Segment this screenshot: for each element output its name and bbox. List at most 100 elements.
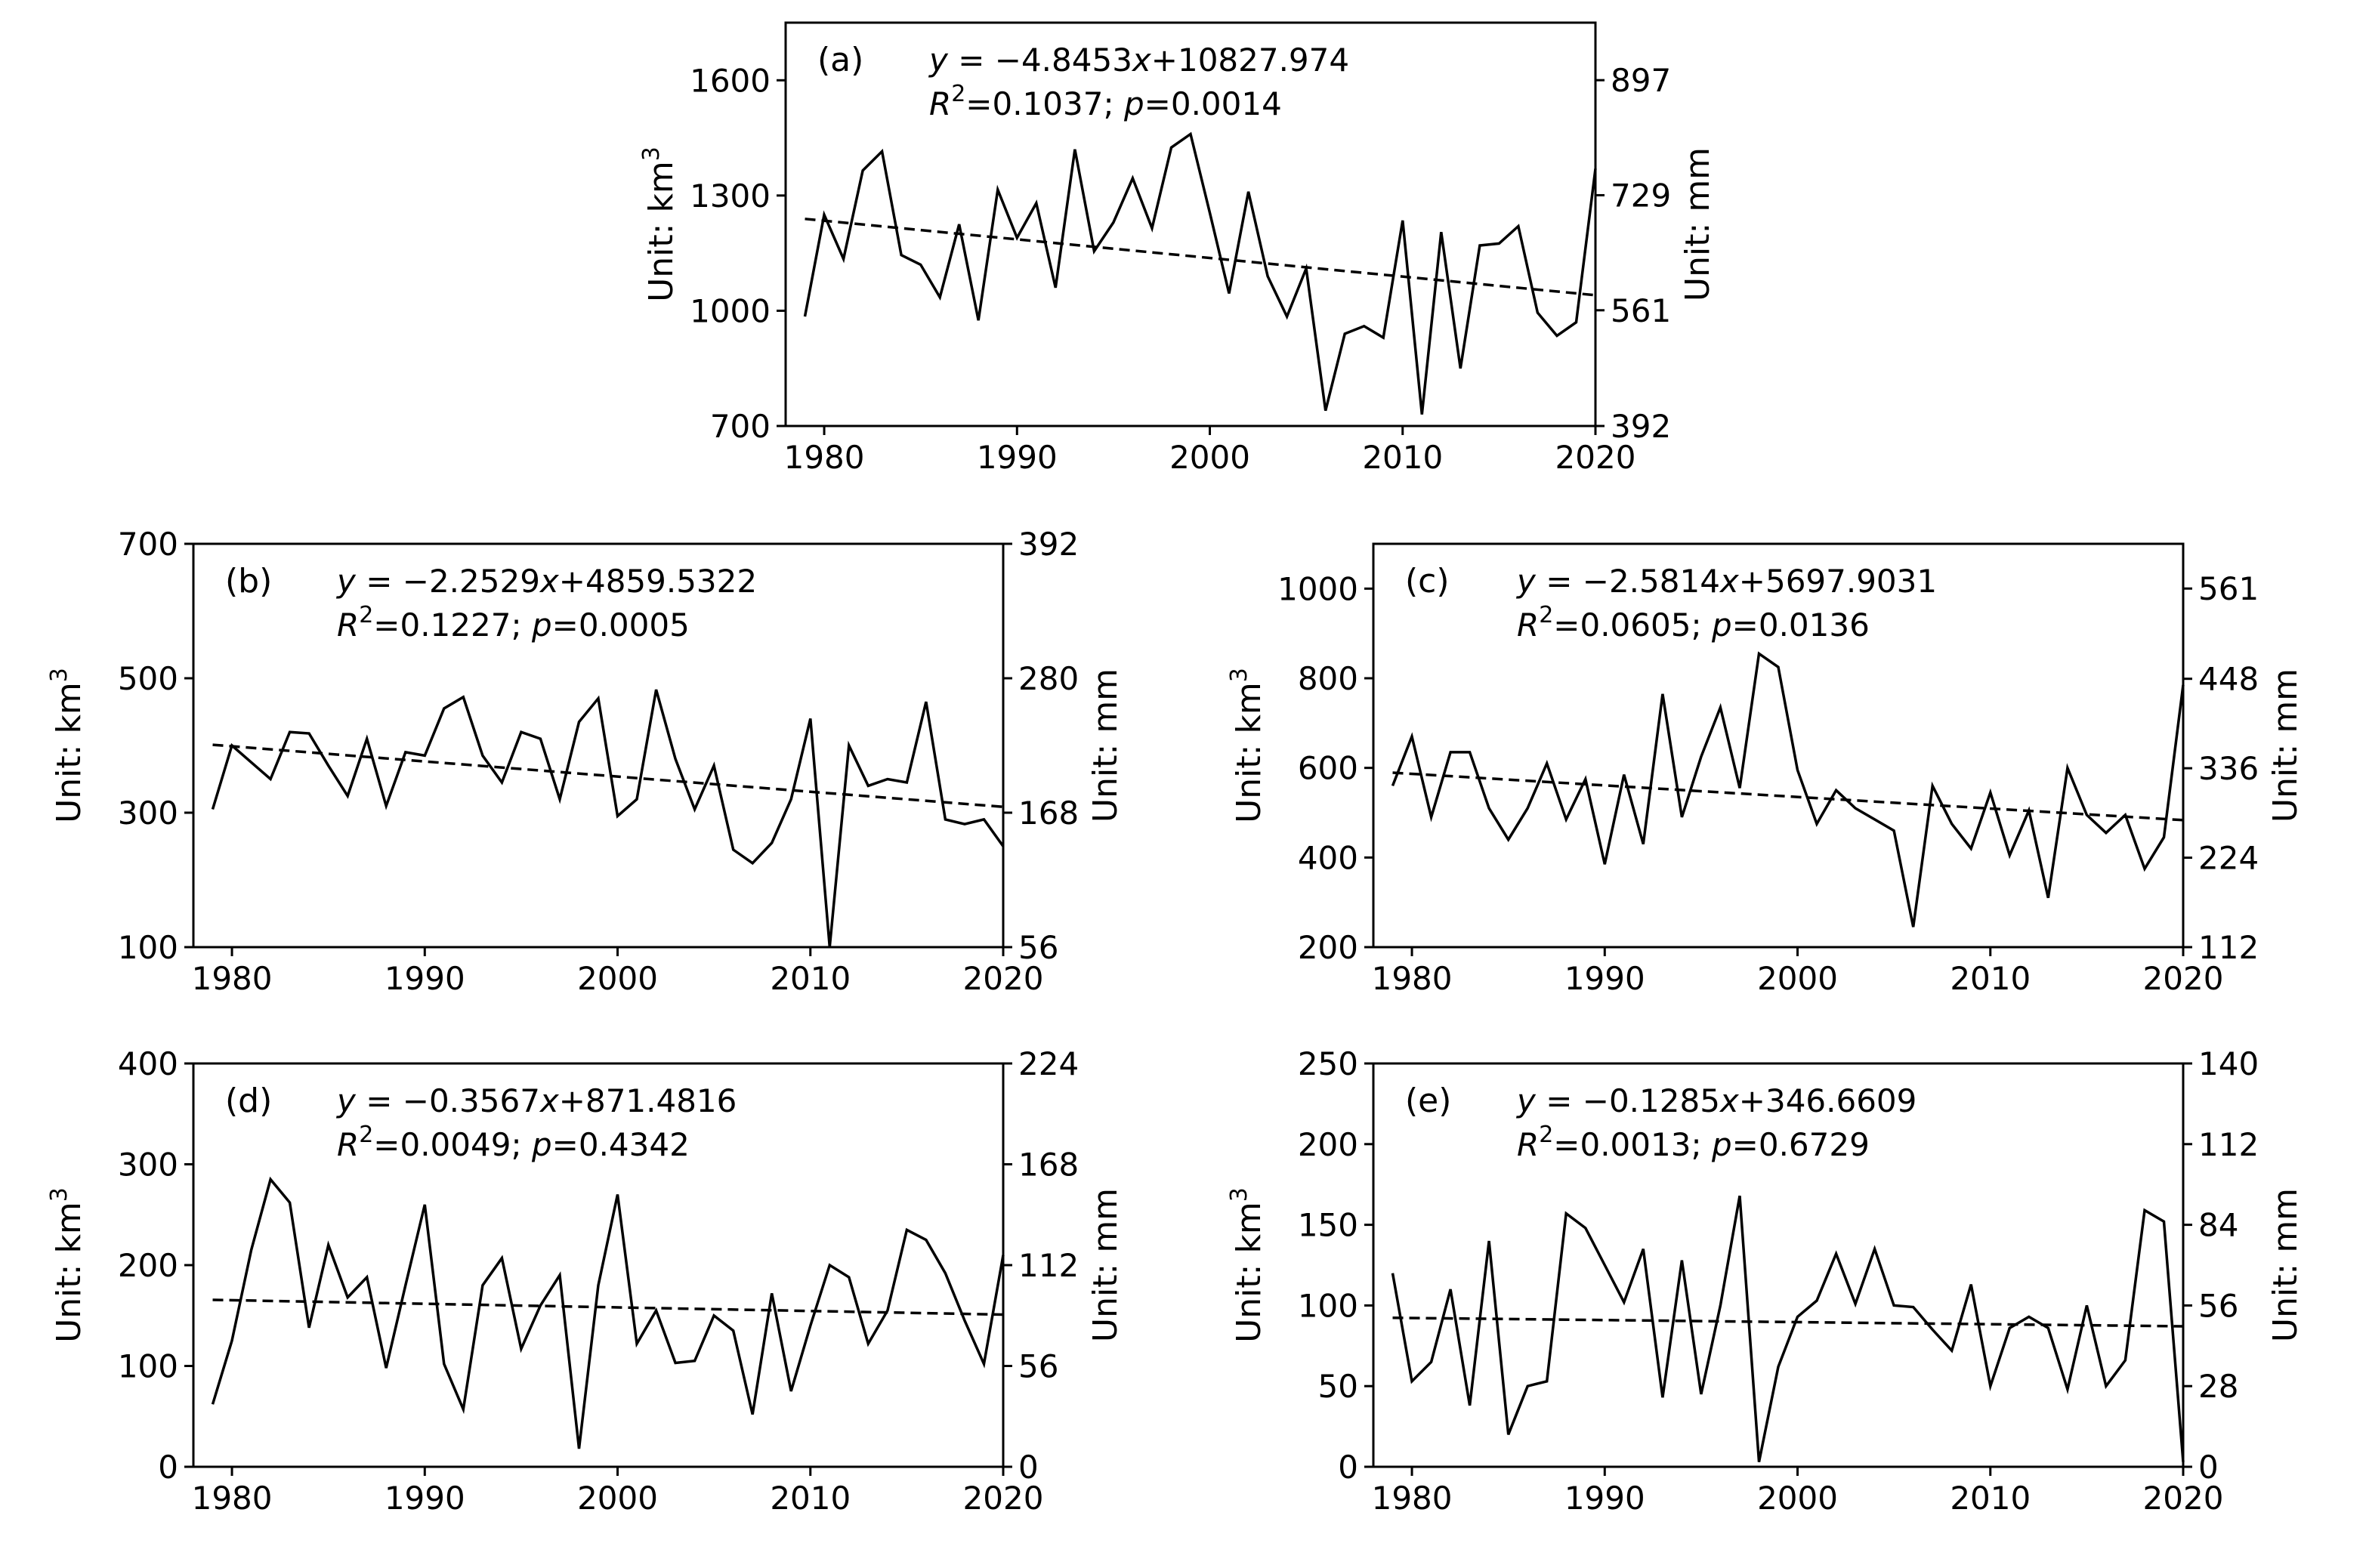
eq-intercept: +10827.974 — [1151, 42, 1349, 79]
eq-x: x — [1719, 1082, 1740, 1119]
y-axis-label-superscript: 3 — [638, 147, 665, 161]
y2-tick-label: 56 — [1018, 1348, 1058, 1385]
eq-slope: −4.8453 — [995, 42, 1132, 79]
x-tick-label: 1990 — [977, 439, 1058, 476]
eq-equals: = — [1536, 1082, 1583, 1119]
y-tick-label: 300 — [118, 795, 178, 832]
plot-frame — [1372, 1062, 2185, 1468]
panel-label: (b) — [225, 562, 272, 600]
y2-tick-label: 392 — [1611, 408, 1671, 445]
x-tick-label: 1990 — [385, 960, 465, 997]
x-tick-label: 2020 — [2143, 1480, 2224, 1517]
eq-y: y — [1515, 563, 1537, 600]
eq-y: y — [1515, 1082, 1537, 1119]
x-tick-label: 2020 — [963, 960, 1044, 997]
regression-stats: R2=0.0013; p=0.6729 — [1517, 1122, 1870, 1163]
regression-stats: R2=0.0049; p=0.4342 — [337, 1122, 690, 1163]
x-tick-label: 2010 — [770, 1480, 851, 1517]
y2-tick-label: 224 — [1018, 1045, 1079, 1082]
eq-r-sup: 2 — [1539, 602, 1553, 628]
y-axis-label: Unit: km3 — [46, 1187, 88, 1343]
y-tick-label: 150 — [1298, 1207, 1358, 1244]
y-tick-label: 400 — [1298, 839, 1358, 876]
regression-equation: y = −2.5814x+5697.9031 — [1515, 563, 1937, 600]
eq-p-eq: = — [1732, 607, 1759, 644]
x-tick-label: 1980 — [1372, 1480, 1453, 1517]
eq-x: x — [539, 563, 560, 600]
y2-tick-label: 112 — [2198, 1126, 2259, 1163]
eq-intercept: +346.6609 — [1739, 1082, 1917, 1119]
eq-p-value: 0.0014 — [1171, 85, 1282, 122]
panel-c: 1980 1990 2000 2010 2020 200 400 600 800 1000 112 2… — [1226, 542, 2305, 997]
y2-tick-label: 56 — [2198, 1287, 2238, 1324]
x-tick-label: 1990 — [1564, 1480, 1645, 1517]
x-tick-label: 2010 — [1950, 1480, 2031, 1517]
y-tick-label: 50 — [1318, 1368, 1358, 1405]
panel-label: (a) — [817, 41, 863, 79]
eq-r-sup: 2 — [359, 1122, 373, 1148]
y2-tick-label: 561 — [2198, 570, 2259, 607]
y-axis-label: Unit: km3 — [1226, 1187, 1268, 1343]
eq-r: R — [929, 85, 951, 122]
y-axis-label-superscript: 3 — [1226, 1187, 1252, 1202]
y2-tick-label: 561 — [1611, 292, 1671, 329]
x-tick-label: 1990 — [385, 1480, 465, 1517]
eq-r2-eq: = — [1553, 1126, 1580, 1163]
eq-p: p — [531, 607, 552, 644]
y2-tick-label: 280 — [1018, 660, 1079, 697]
eq-p-value: 0.4342 — [579, 1126, 690, 1163]
eq-p-value: 0.0136 — [1759, 607, 1870, 644]
y2-tick-label: 336 — [2198, 750, 2259, 787]
eq-r: R — [337, 1126, 359, 1163]
eq-r2-eq: = — [373, 607, 400, 644]
data-series-line — [803, 131, 1597, 415]
y-tick-label: 1600 — [690, 62, 771, 99]
eq-y: y — [928, 42, 949, 79]
regression-equation: y = −0.3567x+871.4816 — [335, 1082, 737, 1119]
x-tick-label: 2020 — [963, 1480, 1044, 1517]
x-tick-label: 2000 — [577, 1480, 658, 1517]
eq-sep: ; — [511, 1126, 532, 1163]
eq-p-eq: = — [1144, 85, 1171, 122]
y2-tick-label: 56 — [1018, 929, 1058, 966]
y-tick-label: 600 — [1298, 750, 1358, 787]
eq-r2-value: 0.0049 — [400, 1126, 511, 1163]
y2-tick-label: 448 — [2198, 661, 2259, 698]
eq-equals: = — [356, 563, 403, 600]
eq-r2-value: 0.0013 — [1580, 1126, 1691, 1163]
y2-axis-label: Unit: mm — [1086, 1188, 1125, 1342]
trend-line — [212, 1298, 1004, 1316]
y2-axis-label: Unit: mm — [1679, 147, 1717, 301]
eq-r-sup: 2 — [359, 602, 373, 628]
y-tick-label: 250 — [1298, 1045, 1358, 1082]
eq-r2-eq: = — [373, 1126, 400, 1163]
eq-r2-eq: = — [965, 85, 992, 122]
plot-frame — [784, 21, 1597, 427]
regression-equation: y = −2.2529x+4859.5322 — [335, 563, 757, 600]
regression-stats: R2=0.0605; p=0.0136 — [1517, 602, 1870, 644]
y2-tick-label: 168 — [1018, 1147, 1079, 1184]
x-tick-label: 2010 — [1950, 960, 2031, 997]
x-tick-label: 1990 — [1564, 960, 1645, 997]
y-tick-label: 300 — [118, 1147, 178, 1184]
eq-p-value: 0.6729 — [1759, 1126, 1870, 1163]
y-axis-label-text: Unit: km — [642, 161, 681, 302]
y-tick-label: 0 — [1338, 1449, 1358, 1486]
eq-slope: −2.2529 — [403, 563, 540, 600]
panel-label: (c) — [1405, 562, 1450, 600]
eq-r: R — [1517, 607, 1539, 644]
panel-a: 1980 1990 2000 2010 2020 700 1000 1300 1600 392 56… — [638, 21, 1717, 476]
eq-p-eq: = — [552, 1126, 579, 1163]
x-tick-label: 2020 — [1555, 439, 1636, 476]
eq-r2-eq: = — [1553, 607, 1580, 644]
eq-p: p — [1711, 607, 1732, 644]
y-tick-label: 400 — [118, 1045, 178, 1082]
eq-p-eq: = — [1732, 1126, 1759, 1163]
y-tick-label: 200 — [1298, 929, 1358, 966]
eq-r-sup: 2 — [951, 81, 965, 107]
eq-x: x — [539, 1082, 560, 1119]
y-axis-label: Unit: km3 — [638, 147, 681, 302]
y-tick-label: 1300 — [690, 177, 771, 215]
eq-r2-value: 0.0605 — [1580, 607, 1691, 644]
eq-equals: = — [948, 42, 995, 79]
